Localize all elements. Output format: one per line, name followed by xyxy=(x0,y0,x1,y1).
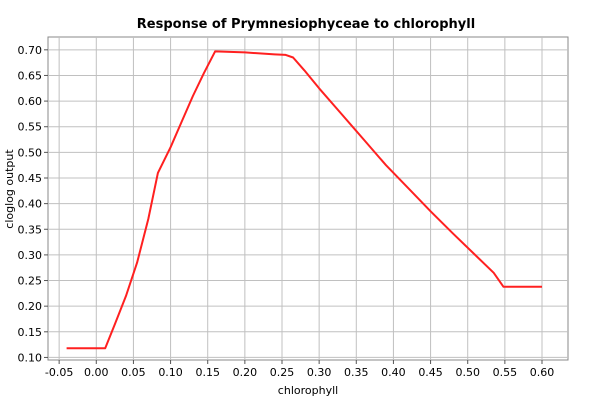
x-tick-label: 0.45 xyxy=(418,366,443,379)
series-line xyxy=(66,50,542,350)
y-tick-label: 0.15 xyxy=(18,326,43,339)
y-tick-label: 0.55 xyxy=(18,121,43,134)
x-tick-label: 0.55 xyxy=(493,366,518,379)
x-tick-label: -0.05 xyxy=(45,366,73,379)
chart-title: Response of Prymnesiophyceae to chloroph… xyxy=(137,17,475,32)
y-tick-label: 0.60 xyxy=(18,95,43,108)
plot-area xyxy=(47,36,569,361)
x-axis-label: chlorophyll xyxy=(278,384,338,397)
y-axis-ticks: 0.10 0.15 0.20 0.25 0.30 0.35 0.40 0.45 0.50 0.55… xyxy=(18,44,48,364)
y-tick-label: 0.45 xyxy=(18,172,43,185)
x-tick-label: 0.60 xyxy=(530,366,555,379)
y-tick-label: 0.30 xyxy=(18,249,43,262)
x-tick-label: 0.30 xyxy=(307,366,332,379)
x-tick-label: 0.00 xyxy=(84,366,109,379)
y-tick-label: 0.70 xyxy=(18,44,43,57)
y-tick-label: 0.10 xyxy=(18,351,43,364)
y-tick-label: 0.35 xyxy=(18,223,43,236)
y-axis-label: cloglog output xyxy=(3,149,16,229)
y-tick-label: 0.50 xyxy=(18,146,43,159)
y-tick-label: 0.20 xyxy=(18,300,43,313)
x-tick-label: 0.10 xyxy=(158,366,183,379)
grid-lines xyxy=(48,37,568,360)
x-tick-label: 0.40 xyxy=(381,366,406,379)
x-tick-label: 0.35 xyxy=(344,366,369,379)
x-tick-label: 0.20 xyxy=(233,366,258,379)
y-tick-label: 0.40 xyxy=(18,198,43,211)
x-tick-label: 0.05 xyxy=(121,366,146,379)
series-layer xyxy=(66,50,542,350)
x-tick-label: 0.15 xyxy=(195,366,220,379)
x-tick-label: 0.50 xyxy=(455,366,480,379)
x-tick-label: 0.25 xyxy=(270,366,295,379)
y-tick-label: 0.65 xyxy=(18,69,43,82)
y-tick-label: 0.25 xyxy=(18,275,43,288)
x-axis-ticks: -0.05 0.00 0.05 0.10 0.15 0.20 0.25 0.30 0.35 0.4… xyxy=(45,360,554,379)
